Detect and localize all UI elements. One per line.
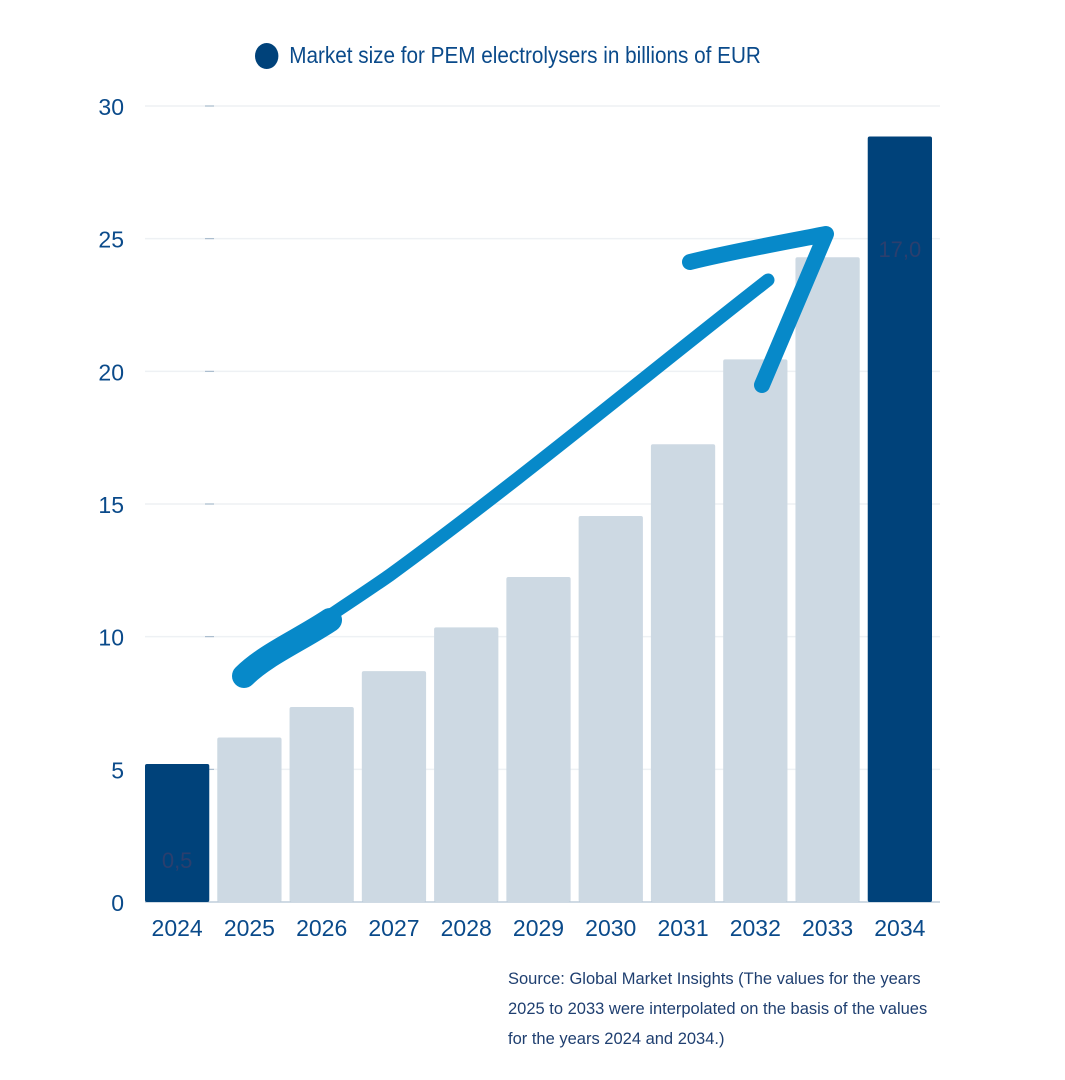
bar-2029 xyxy=(506,576,571,902)
bar-2030 xyxy=(578,515,643,902)
y-tick-label: 20 xyxy=(98,359,124,385)
bar-2031 xyxy=(650,444,716,902)
trend-arrow-tail xyxy=(232,608,342,688)
x-tick-label: 2026 xyxy=(296,915,347,941)
x-tick-label: 2029 xyxy=(513,915,564,941)
bar-2026 xyxy=(289,706,354,902)
x-tick-label: 2024 xyxy=(152,915,203,941)
x-tick-label: 2033 xyxy=(802,915,853,941)
bar-2025 xyxy=(217,737,282,902)
x-tick-label: 2028 xyxy=(441,915,492,941)
y-tick-label: 25 xyxy=(98,227,124,253)
legend: Market size for PEM electrolysers in bil… xyxy=(255,42,761,69)
x-tick-label: 2027 xyxy=(368,915,419,941)
bar-2032 xyxy=(723,359,788,903)
x-tick-label: 2025 xyxy=(224,915,275,941)
x-tick-label: 2031 xyxy=(657,915,708,941)
data-label-2024: 0,5 xyxy=(162,848,193,873)
y-tick-label: 10 xyxy=(98,625,124,651)
x-tick-label: 2034 xyxy=(874,915,925,941)
bar-2024 xyxy=(145,764,210,902)
y-tick-label: 0 xyxy=(111,890,124,916)
y-tick-label: 5 xyxy=(111,757,124,783)
y-tick-label: 15 xyxy=(98,492,124,518)
trend-arrow-head xyxy=(682,226,834,393)
bar-2033 xyxy=(795,257,860,902)
bar-2034 xyxy=(867,136,932,903)
x-tick-label: 2032 xyxy=(730,915,781,941)
bar-2027 xyxy=(361,671,427,902)
legend-label: Market size for PEM electrolysers in bil… xyxy=(289,42,761,68)
legend-marker xyxy=(255,42,279,69)
source-note: Source: Global Market Insights (The valu… xyxy=(508,970,928,1048)
data-label-2034: 17,0 xyxy=(878,237,921,262)
y-tick-label: 30 xyxy=(98,94,124,120)
bar-2028 xyxy=(434,627,499,902)
x-tick-label: 2030 xyxy=(585,915,636,941)
